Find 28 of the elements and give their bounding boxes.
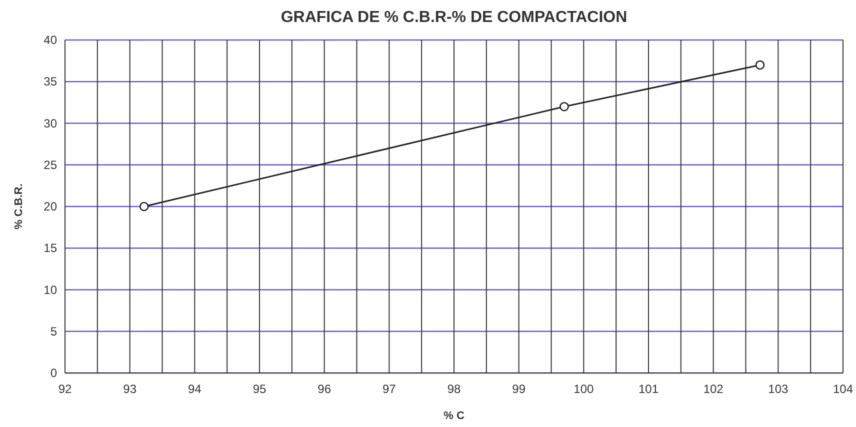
y-axis-title: % C.B.R. [13,184,25,230]
point [755,60,765,70]
x-tick-label: 99 [512,382,526,396]
point [139,202,149,212]
x-tick-label: 100 [574,382,594,396]
x-tick-label: 96 [318,382,332,396]
y-tick-label: 25 [44,158,58,172]
x-tick-label: 103 [768,382,788,396]
y-tick-label: 40 [44,33,58,47]
x-tick-label: 101 [638,382,659,396]
x-tick-label: 98 [447,382,461,396]
y-tick-label: 10 [44,282,58,297]
y-tick-label: 0 [50,366,58,380]
x-axis-title: % C [444,410,464,422]
y-tick-label: 15 [44,241,58,256]
x-tick-label: 102 [703,382,724,396]
x-tick-label: 93 [123,382,137,396]
y-tick-label: 20 [44,200,58,214]
chart-title: GRAFICA DE % C.B.R-% DE COMPACTACION [280,9,628,26]
x-tick-label: 94 [188,382,202,396]
y-tick-label: 5 [50,324,58,338]
x-tick-label: 95 [252,382,266,396]
x-tick-label: 92 [58,382,72,396]
point [560,102,569,112]
x-tick-label: 97 [382,382,396,396]
y-tick-label: 35 [44,74,58,89]
y-tick-label: 30 [44,116,58,130]
x-tick-label: 104 [832,382,854,396]
